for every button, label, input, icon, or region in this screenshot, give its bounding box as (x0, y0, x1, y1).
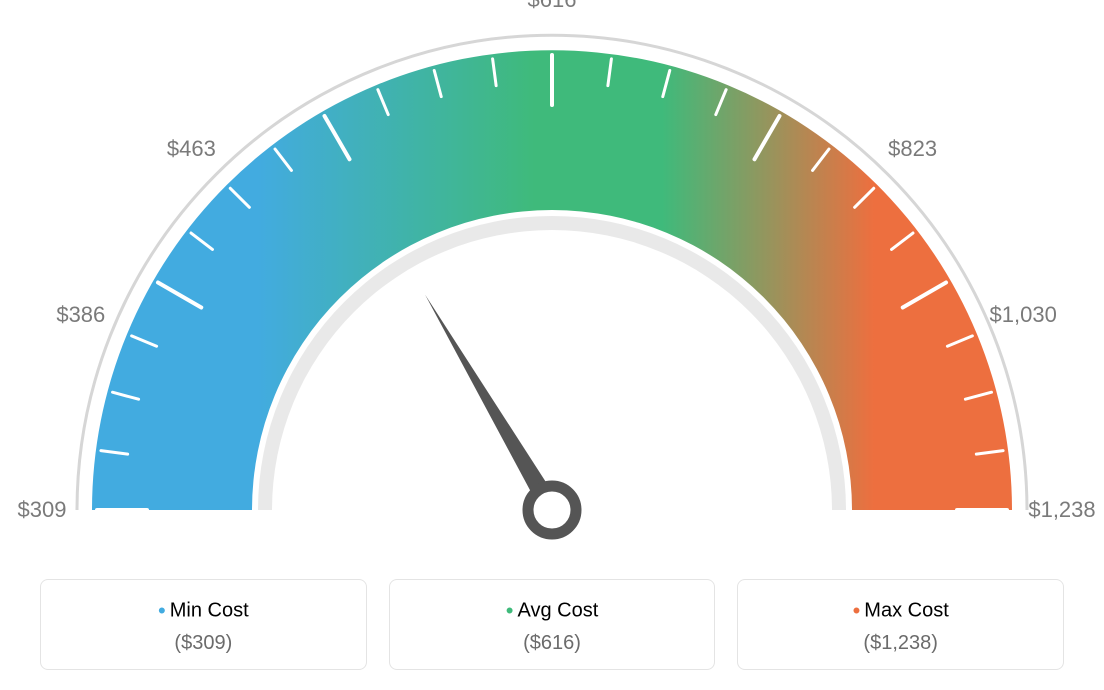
gauge-tick-label: $1,238 (1028, 497, 1095, 523)
legend-row: •Min Cost ($309) •Avg Cost ($616) •Max C… (40, 579, 1064, 670)
gauge-tick-label: $616 (528, 0, 577, 13)
legend-dot-max: • (853, 598, 861, 623)
gauge-chart-container: $309$386$463$616$823$1,030$1,238 •Min Co… (0, 0, 1104, 690)
legend-label-avg: •Avg Cost (400, 598, 705, 624)
legend-value-max: ($1,238) (748, 632, 1053, 655)
gauge-tick-label: $463 (167, 136, 216, 162)
gauge-tick-label: $386 (56, 302, 105, 328)
gauge-svg (0, 10, 1104, 570)
gauge-tick-label: $1,030 (990, 302, 1057, 328)
gauge: $309$386$463$616$823$1,030$1,238 (0, 10, 1104, 570)
gauge-tick-label: $823 (888, 136, 937, 162)
legend-value-min: ($309) (51, 632, 356, 655)
legend-label-avg-text: Avg Cost (517, 599, 598, 621)
legend-dot-avg: • (506, 598, 514, 623)
legend-label-max: •Max Cost (748, 598, 1053, 624)
legend-label-min: •Min Cost (51, 598, 356, 624)
legend-card-avg: •Avg Cost ($616) (389, 579, 716, 670)
legend-value-avg: ($616) (400, 632, 705, 655)
gauge-tick-label: $309 (18, 497, 67, 523)
legend-card-max: •Max Cost ($1,238) (737, 579, 1064, 670)
legend-dot-min: • (158, 598, 166, 623)
legend-label-max-text: Max Cost (864, 599, 948, 621)
legend-label-min-text: Min Cost (170, 599, 249, 621)
legend-card-min: •Min Cost ($309) (40, 579, 367, 670)
